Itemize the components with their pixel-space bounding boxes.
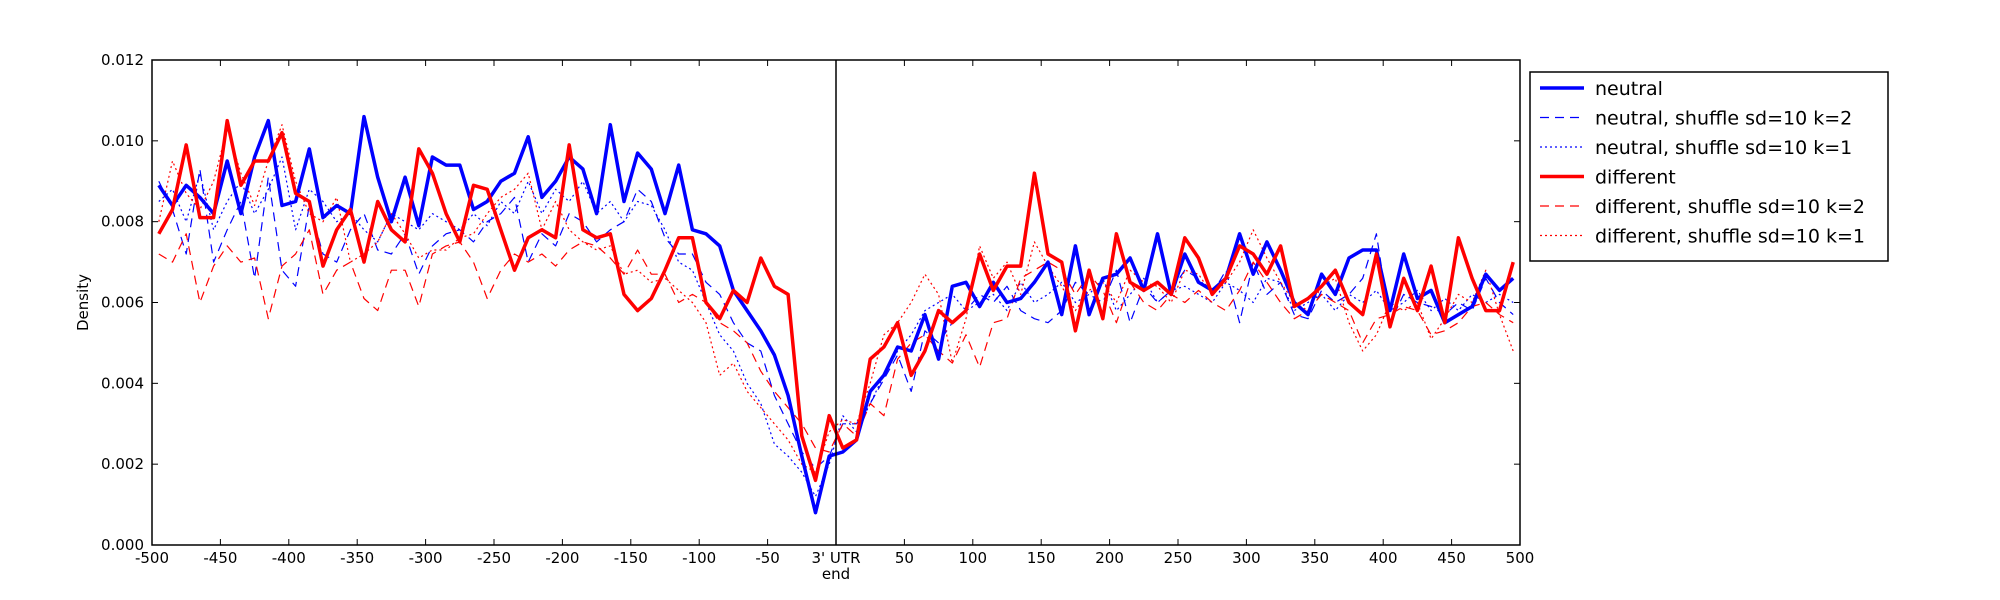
y-tick-label: 0.002 bbox=[101, 455, 144, 473]
x-tick-label: 50 bbox=[895, 549, 914, 567]
legend-label: different, shuffle sd=10 k=1 bbox=[1595, 226, 1865, 248]
legend-box bbox=[1529, 71, 1889, 262]
x-tick-label: 450 bbox=[1437, 549, 1466, 567]
x-tick-label: -200 bbox=[545, 549, 579, 567]
x-tick-label: -350 bbox=[340, 549, 374, 567]
x-tick-label: -100 bbox=[682, 549, 716, 567]
y-axis-label: Density bbox=[74, 274, 92, 331]
x-tick-label: 350 bbox=[1300, 549, 1329, 567]
x-tick-label: 400 bbox=[1369, 549, 1398, 567]
y-tick-label: 0.006 bbox=[101, 294, 144, 312]
x-tick-label: 150 bbox=[1027, 549, 1056, 567]
x-tick-label: -500 bbox=[135, 549, 169, 567]
legend-label: different bbox=[1595, 167, 1676, 189]
series-line-6 bbox=[158, 124, 1514, 473]
legend-label: neutral, shuffle sd=10 k=2 bbox=[1595, 108, 1852, 130]
x-tick-label: -50 bbox=[755, 549, 780, 567]
x-tick-label: 3' UTR bbox=[812, 549, 861, 567]
x-tick-label: -150 bbox=[614, 549, 648, 567]
x-axis-label: end bbox=[822, 565, 850, 583]
legend-label: neutral bbox=[1595, 78, 1663, 100]
y-tick-label: 0.010 bbox=[101, 132, 144, 150]
y-tick-label: 0.008 bbox=[101, 213, 144, 231]
x-tick-label: 500 bbox=[1506, 549, 1535, 567]
x-tick-label: 250 bbox=[1164, 549, 1193, 567]
y-tick-label: 0.004 bbox=[101, 374, 144, 392]
series-line-3 bbox=[158, 156, 1514, 498]
x-tick-label: -450 bbox=[203, 549, 237, 567]
legend: neutral neutral, shuffle sd=10 k=2 neutral… bbox=[1529, 71, 1889, 262]
x-tick-label: -300 bbox=[409, 549, 443, 567]
legend-label: neutral, shuffle sd=10 k=1 bbox=[1595, 137, 1852, 159]
series-line-5 bbox=[158, 229, 1514, 453]
y-tick-label: 0.000 bbox=[101, 536, 144, 554]
x-tick-label: 300 bbox=[1232, 549, 1261, 567]
x-tick-label: 200 bbox=[1095, 549, 1124, 567]
x-tick-label: -250 bbox=[477, 549, 511, 567]
x-tick-label: -400 bbox=[272, 549, 306, 567]
ticks-layer: -500 -450 -400 -350 -300 -250 -200 -150 -100 -50 3… bbox=[101, 51, 1534, 567]
y-tick-label: 0.012 bbox=[101, 51, 144, 69]
x-tick-label: 100 bbox=[958, 549, 987, 567]
legend-label: different, shuffle sd=10 k=2 bbox=[1595, 196, 1865, 218]
